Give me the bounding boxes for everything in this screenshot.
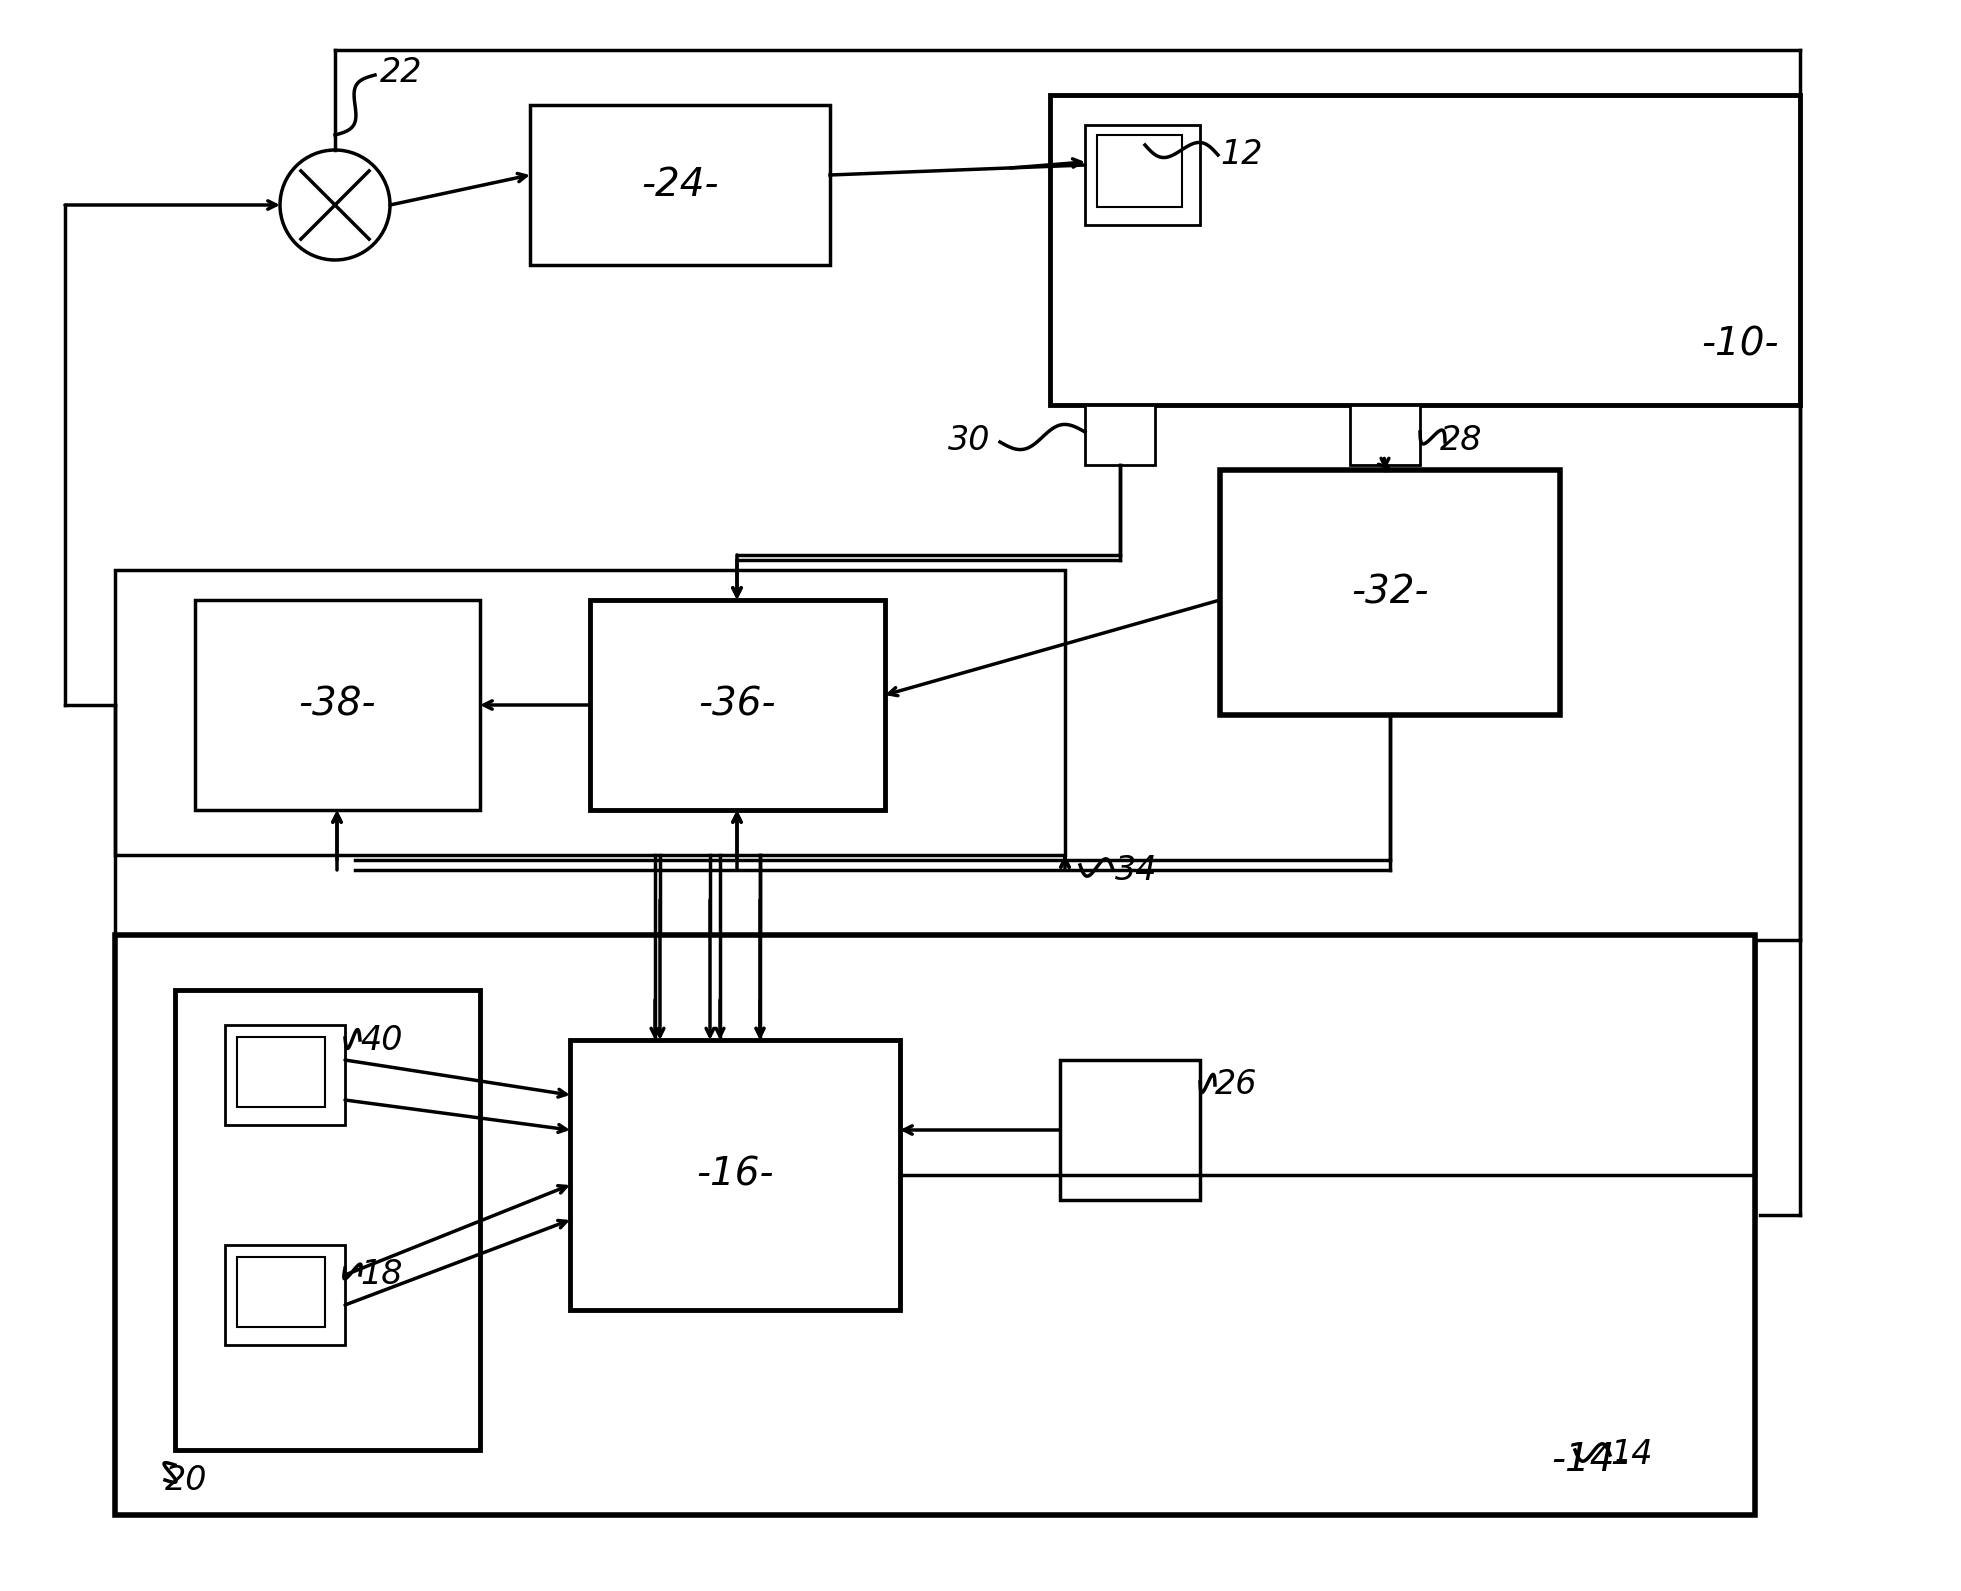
Text: 40: 40: [361, 1023, 402, 1056]
Text: -38-: -38-: [298, 686, 377, 724]
Text: -16-: -16-: [696, 1157, 775, 1193]
Bar: [1049, 95, 1800, 406]
Text: -24-: -24-: [641, 165, 720, 204]
Text: 18: 18: [361, 1258, 402, 1292]
Bar: [175, 990, 480, 1449]
Bar: [237, 1037, 326, 1107]
Text: -32-: -32-: [1351, 573, 1430, 611]
Bar: [116, 936, 1755, 1515]
Text: 20: 20: [165, 1464, 208, 1497]
Bar: [1349, 406, 1420, 465]
Text: -14-: -14-: [1551, 1441, 1630, 1480]
Bar: [590, 600, 884, 810]
Text: 22: 22: [380, 56, 422, 89]
Text: 14: 14: [1610, 1438, 1653, 1472]
Text: 34: 34: [1116, 853, 1157, 886]
Bar: [237, 1257, 326, 1327]
Bar: [226, 1246, 345, 1344]
Text: -10-: -10-: [1702, 326, 1779, 364]
Bar: [1061, 1060, 1200, 1200]
Bar: [529, 105, 830, 266]
Circle shape: [280, 150, 390, 259]
Text: 30: 30: [947, 423, 990, 457]
Bar: [1096, 135, 1182, 207]
Bar: [226, 1025, 345, 1125]
Text: -36-: -36-: [698, 686, 777, 724]
Bar: [116, 570, 1065, 854]
Text: 28: 28: [1439, 423, 1483, 457]
Bar: [571, 1041, 900, 1309]
Bar: [194, 600, 480, 810]
Bar: [1220, 469, 1561, 714]
Text: 12: 12: [1220, 138, 1263, 172]
Text: 26: 26: [1216, 1069, 1257, 1101]
Bar: [1084, 126, 1200, 224]
Bar: [1084, 406, 1155, 465]
